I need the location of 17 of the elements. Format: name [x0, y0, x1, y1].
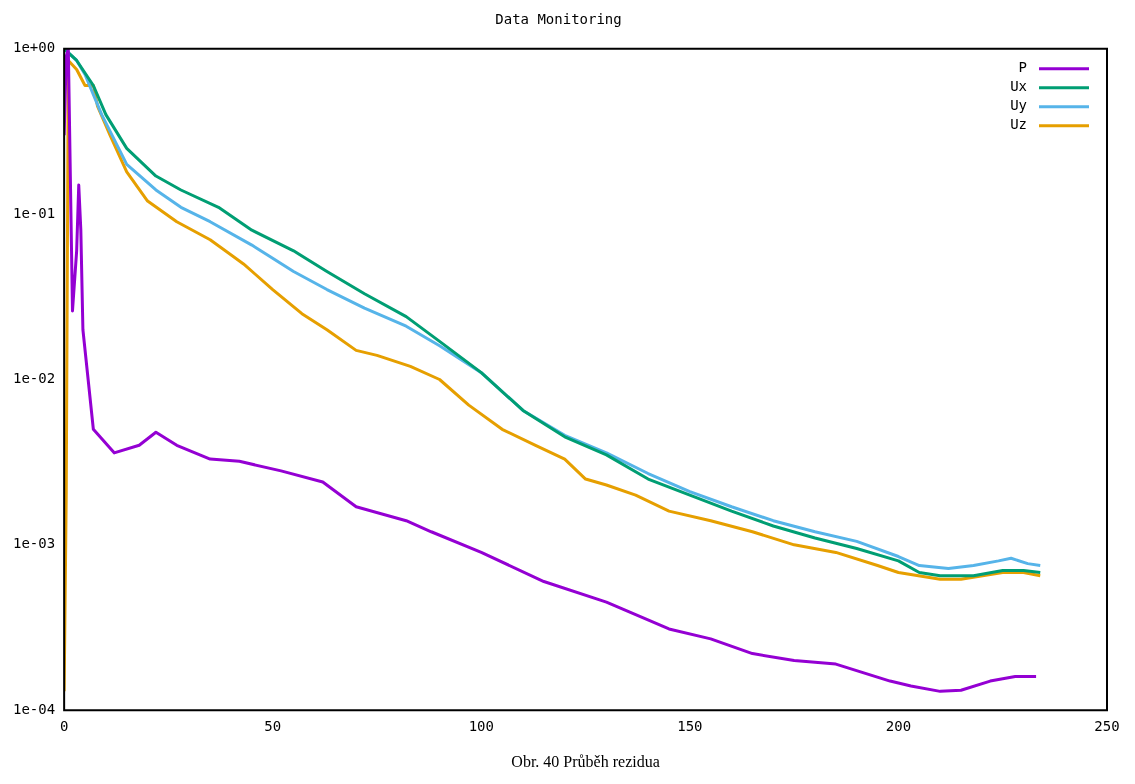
x-tick-label: 200 [885, 718, 912, 735]
y-tick-label: 1e-02 [12, 370, 56, 387]
x-tick-label: 50 [264, 718, 282, 735]
x-tick-label: 150 [677, 718, 703, 735]
legend-label: P [1018, 59, 1027, 76]
y-tick-label: 1e+00 [12, 39, 56, 56]
x-tick-label: 250 [1094, 718, 1120, 735]
y-tick-label: 1e-01 [12, 204, 56, 221]
text: Obr. 40 Průběh rezidua [511, 753, 660, 771]
x-tick-label: 100 [468, 718, 494, 735]
legend-label: Uz [1010, 116, 1027, 133]
y-tick-label: 1e-03 [12, 535, 56, 552]
legend-label: Uy [1010, 97, 1027, 114]
y-tick-label: 1e-04 [12, 700, 56, 717]
legend-label: Ux [1010, 78, 1027, 95]
x-tick-label: 0 [59, 718, 69, 735]
chart-title: Data Monitoring [495, 11, 622, 28]
